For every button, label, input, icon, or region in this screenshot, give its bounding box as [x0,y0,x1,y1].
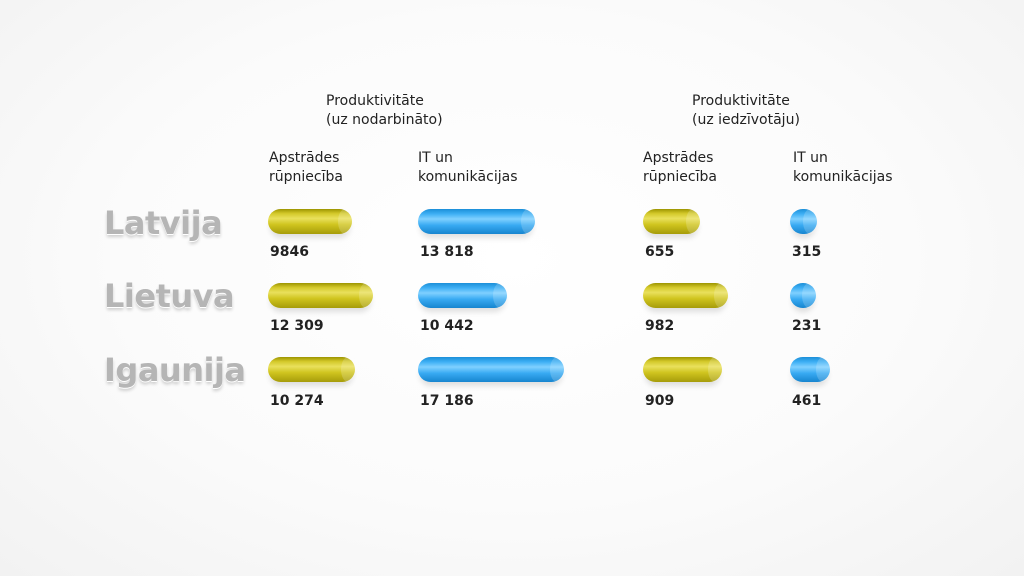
value-label-it-employee-igaunija: 17 186 [420,393,474,409]
group-title-per-employee: Produktivitāte (uz nodarbināto) [326,93,443,128]
bar-it-employee-latvija [418,209,535,234]
group-title-per-capita: Produktivitāte (uz iedzīvotāju) [692,93,800,128]
value-label-it-capita-lietuva: 231 [792,318,822,334]
country-label-latvija: Latvija [104,204,223,242]
bar-it-capita-lietuva [790,283,816,308]
value-label-it-capita-latvija: 315 [792,244,822,260]
column-header-it-employee: IT un komunikācijas [418,150,518,185]
value-label-it-employee-latvija: 13 818 [420,244,474,260]
bar-it-employee-lietuva [418,283,507,308]
column-header-manufacturing-employee: Apstrādes rūpniecība [269,150,343,185]
bar-it-employee-igaunija [418,357,564,382]
value-label-manufacturing-employee-igaunija: 10 274 [270,393,324,409]
country-label-lietuva: Lietuva [104,277,235,315]
bar-it-capita-latvija [790,209,817,234]
country-label-igaunija: Igaunija [104,351,246,389]
value-label-manufacturing-capita-lietuva: 982 [645,318,675,334]
bar-it-capita-igaunija [790,357,830,382]
bar-manufacturing-capita-igaunija [643,357,722,382]
value-label-it-capita-igaunija: 461 [792,393,822,409]
value-label-it-employee-lietuva: 10 442 [420,318,474,334]
value-label-manufacturing-capita-igaunija: 909 [645,393,675,409]
column-header-it-capita: IT un komunikācijas [793,150,893,185]
bar-manufacturing-employee-igaunija [268,357,355,382]
column-header-manufacturing-capita: Apstrādes rūpniecība [643,150,717,185]
value-label-manufacturing-capita-latvija: 655 [645,244,675,260]
value-label-manufacturing-employee-lietuva: 12 309 [270,318,324,334]
bar-manufacturing-capita-latvija [643,209,700,234]
value-label-manufacturing-employee-latvija: 9846 [270,244,309,260]
bar-manufacturing-capita-lietuva [643,283,728,308]
bar-manufacturing-employee-lietuva [268,283,373,308]
bar-manufacturing-employee-latvija [268,209,352,234]
